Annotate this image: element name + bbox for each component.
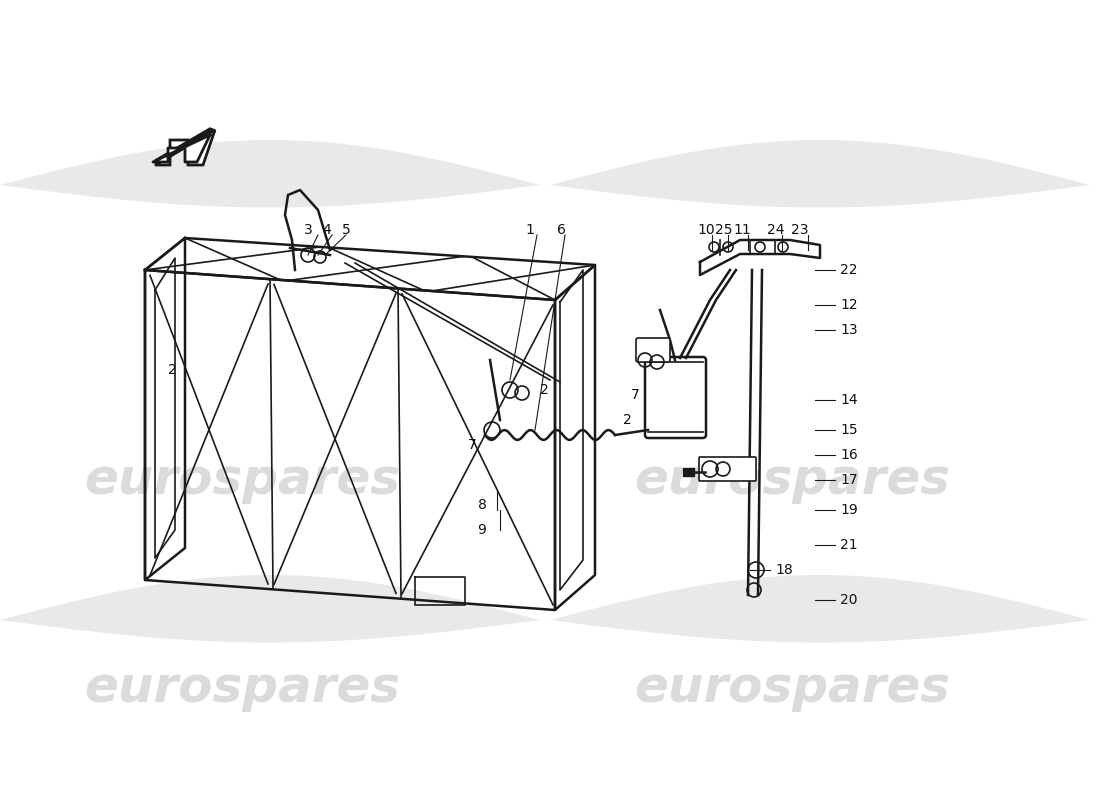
Text: 13: 13: [840, 323, 858, 337]
Text: 1: 1: [526, 223, 535, 237]
Text: eurospares: eurospares: [84, 664, 400, 712]
Text: 2: 2: [168, 363, 177, 377]
Text: 7: 7: [468, 438, 476, 452]
FancyBboxPatch shape: [698, 457, 756, 481]
Text: eurospares: eurospares: [84, 456, 400, 504]
Text: 4: 4: [322, 223, 331, 237]
Polygon shape: [550, 575, 1090, 642]
Polygon shape: [153, 135, 210, 162]
Text: 22: 22: [840, 263, 858, 277]
Text: 20: 20: [840, 593, 858, 607]
Text: 7: 7: [631, 388, 640, 402]
Polygon shape: [0, 140, 540, 207]
Text: 9: 9: [477, 523, 486, 537]
Text: 12: 12: [840, 298, 858, 312]
Polygon shape: [0, 575, 540, 642]
FancyBboxPatch shape: [645, 357, 706, 438]
Text: 11: 11: [733, 223, 751, 237]
Text: 16: 16: [840, 448, 858, 462]
Polygon shape: [683, 468, 694, 476]
Text: 17: 17: [840, 473, 858, 487]
Text: eurospares: eurospares: [634, 456, 950, 504]
FancyBboxPatch shape: [636, 338, 670, 362]
Text: 19: 19: [840, 503, 858, 517]
Text: 24: 24: [768, 223, 784, 237]
Text: 15: 15: [840, 423, 858, 437]
Polygon shape: [155, 130, 214, 165]
Text: 3: 3: [304, 223, 312, 237]
Text: 10: 10: [697, 223, 715, 237]
Text: 21: 21: [840, 538, 858, 552]
Text: 2: 2: [623, 413, 631, 427]
Text: 18: 18: [776, 563, 793, 577]
Text: 8: 8: [477, 498, 486, 512]
Text: 6: 6: [557, 223, 565, 237]
Text: 25: 25: [715, 223, 733, 237]
Text: 23: 23: [791, 223, 808, 237]
Polygon shape: [155, 128, 214, 163]
Text: 5: 5: [342, 223, 351, 237]
Text: 14: 14: [840, 393, 858, 407]
Text: eurospares: eurospares: [634, 664, 950, 712]
Text: 2: 2: [540, 383, 549, 397]
Polygon shape: [550, 140, 1090, 207]
